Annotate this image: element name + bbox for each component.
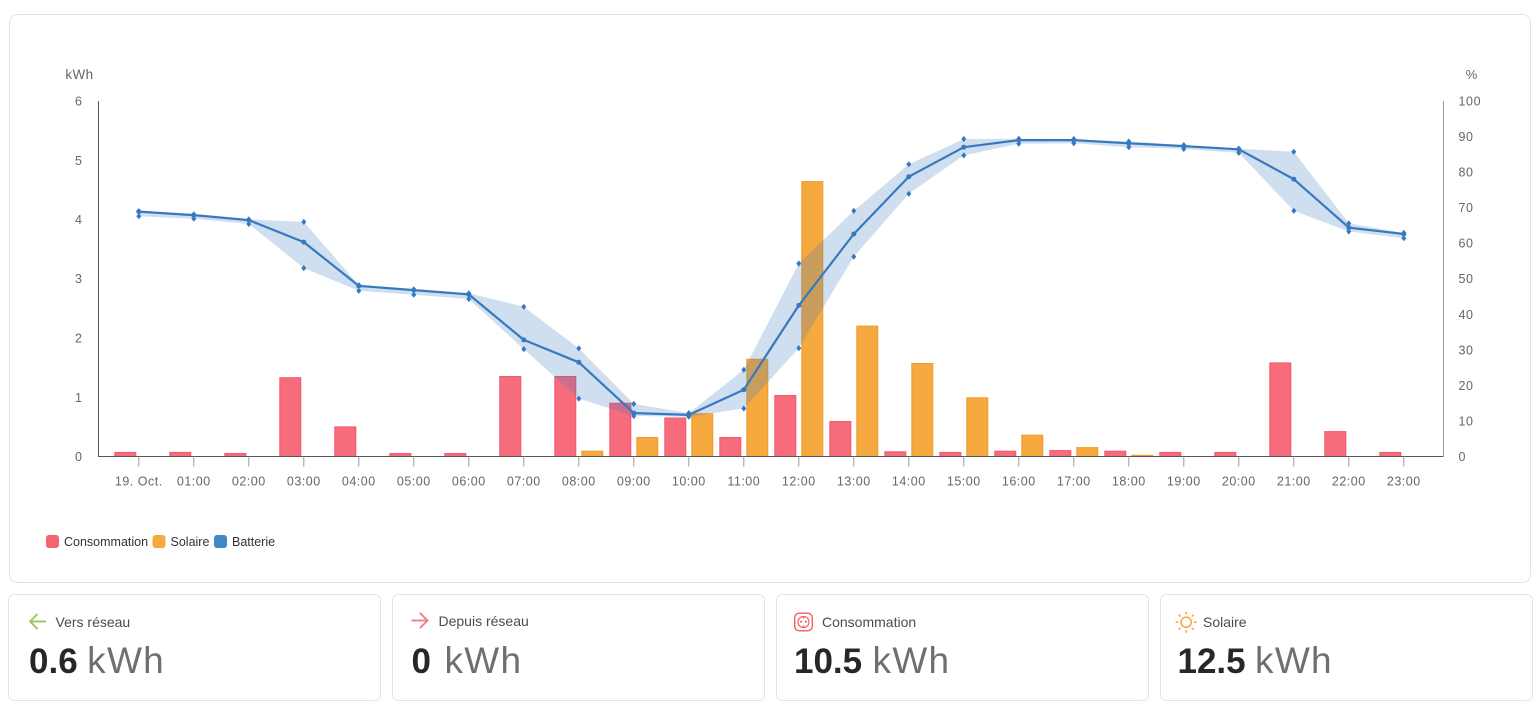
svg-text:0: 0 — [75, 450, 82, 464]
svg-text:23:00: 23:00 — [1387, 475, 1421, 489]
svg-text:21:00: 21:00 — [1277, 475, 1311, 489]
svg-text:3: 3 — [75, 272, 82, 286]
svg-text:100: 100 — [1459, 95, 1482, 109]
svg-text:Consommation: Consommation — [64, 535, 148, 549]
svg-text:20:00: 20:00 — [1222, 475, 1256, 489]
svg-text:Vers réseau: Vers réseau — [56, 614, 131, 630]
svg-text:Solaire: Solaire — [171, 535, 210, 549]
svg-text:11:00: 11:00 — [727, 475, 760, 489]
svg-text:70: 70 — [1459, 201, 1474, 215]
svg-text:04:00: 04:00 — [342, 475, 376, 489]
svg-text:kWh: kWh — [65, 67, 93, 82]
svg-text:02:00: 02:00 — [232, 475, 266, 489]
svg-text:Consommation: Consommation — [822, 614, 916, 630]
svg-text:03:00: 03:00 — [287, 475, 321, 489]
svg-text:1: 1 — [75, 391, 82, 405]
svg-text:12:00: 12:00 — [782, 475, 816, 489]
svg-text:6: 6 — [75, 95, 82, 109]
svg-text:22:00: 22:00 — [1332, 475, 1366, 489]
svg-text:Depuis réseau: Depuis réseau — [439, 613, 529, 629]
svg-text:50: 50 — [1459, 272, 1474, 286]
svg-text:0: 0 — [1459, 450, 1467, 464]
svg-text:17:00: 17:00 — [1057, 475, 1091, 489]
svg-text:19. Oct.: 19. Oct. — [115, 475, 163, 489]
svg-text:10: 10 — [1459, 414, 1474, 428]
svg-text:13:00: 13:00 — [837, 475, 871, 489]
svg-text:15:00: 15:00 — [947, 475, 981, 489]
svg-text:06:00: 06:00 — [452, 475, 486, 489]
svg-text:2: 2 — [75, 332, 82, 346]
svg-text:19:00: 19:00 — [1167, 475, 1201, 489]
svg-text:08:00: 08:00 — [562, 475, 596, 489]
svg-text:10:00: 10:00 — [672, 475, 706, 489]
svg-text:4: 4 — [75, 213, 82, 227]
svg-text:5: 5 — [75, 154, 82, 168]
svg-text:07:00: 07:00 — [507, 475, 541, 489]
svg-text:20: 20 — [1459, 379, 1474, 393]
svg-text:30: 30 — [1459, 343, 1474, 357]
svg-text:05:00: 05:00 — [397, 475, 431, 489]
svg-text:18:00: 18:00 — [1112, 475, 1146, 489]
svg-text:40: 40 — [1459, 308, 1474, 322]
svg-text:Solaire: Solaire — [1203, 614, 1247, 630]
svg-text:90: 90 — [1459, 130, 1474, 144]
svg-text:09:00: 09:00 — [617, 475, 651, 489]
svg-text:14:00: 14:00 — [892, 475, 926, 489]
svg-text:80: 80 — [1459, 166, 1474, 180]
svg-text:01:00: 01:00 — [177, 475, 211, 489]
svg-text:60: 60 — [1459, 237, 1474, 251]
svg-text:Batterie: Batterie — [232, 535, 275, 549]
svg-text:%: % — [1466, 67, 1478, 82]
svg-text:16:00: 16:00 — [1002, 475, 1036, 489]
